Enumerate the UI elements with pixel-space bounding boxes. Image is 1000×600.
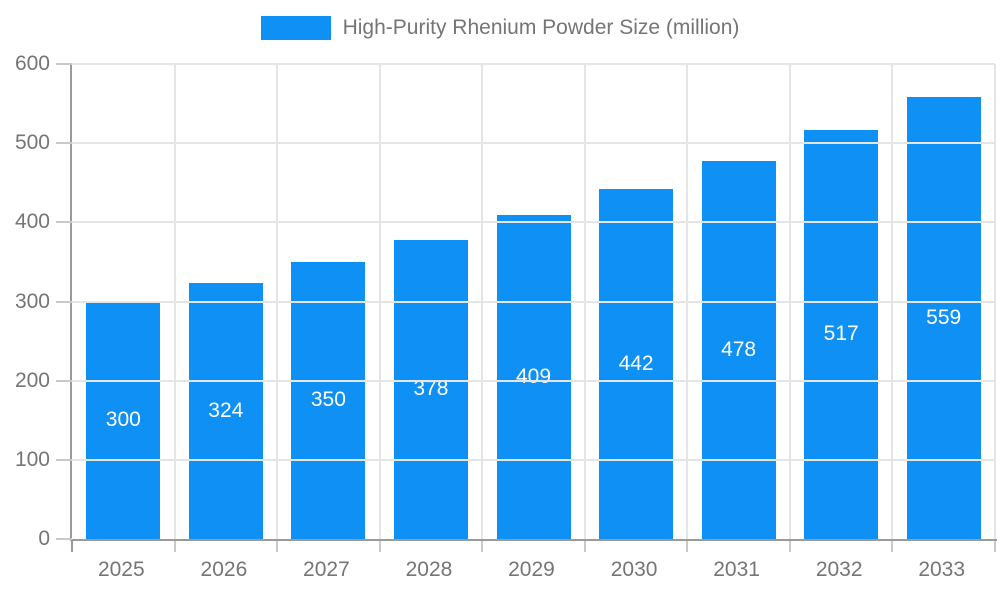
y-axis-tick-500 [56,142,72,145]
gridline-y-400 [72,221,995,224]
y-axis-label-0: 0 [38,527,50,550]
x-axis-tick-9 [994,541,996,552]
bar-2032[interactable]: 517 [804,129,879,539]
bar-2030[interactable]: 442 [599,189,674,539]
x-axis-label-2025: 2025 [97,558,145,581]
bar-2031[interactable]: 478 [701,160,776,539]
gridline-x-6 [686,64,689,539]
bar-2033[interactable]: 559 [906,96,981,539]
x-axis-label-2030: 2030 [610,558,658,581]
x-axis-tick-1 [173,541,176,552]
x-axis-tick-6 [686,541,689,552]
bar-value-label-2029: 409 [515,365,552,389]
bar-2026[interactable]: 324 [188,282,263,539]
gridline-x-9 [994,64,996,539]
legend-swatch-icon [260,16,331,40]
bar-2029[interactable]: 409 [496,215,571,539]
bar-value-label-2028: 378 [413,377,449,401]
y-axis-tick-100 [56,458,72,461]
gridline-y-200 [72,379,995,382]
legend-item[interactable]: High-Purity Rhenium Powder Size (million… [260,16,740,40]
y-axis-label-600: 600 [14,52,50,75]
y-axis-tick-300 [56,300,72,303]
gridline-x-4 [481,64,484,539]
gridline-x-2 [276,64,279,539]
x-axis-tick-8 [891,541,894,552]
bar-value-label-2027: 350 [310,388,346,412]
gridline-x-1 [173,64,176,539]
x-axis-label-2033: 2033 [918,558,966,581]
gridline-x-8 [891,64,894,539]
bar-value-label-2025: 300 [105,408,141,432]
x-axis-label-2029: 2029 [508,558,555,581]
x-axis-tick-2 [276,541,279,552]
y-axis-label-400: 400 [14,210,50,234]
x-axis-label-2026: 2026 [200,558,248,581]
bar-value-label-2033: 559 [926,305,962,329]
gridline-x-7 [788,64,791,539]
legend: High-Purity Rhenium Powder Size (million… [0,16,1000,40]
bar-2028[interactable]: 378 [393,239,468,539]
bar-2027[interactable]: 350 [291,261,366,539]
gridline-x-5 [583,64,586,539]
x-axis-tick-4 [481,541,484,552]
x-axis-tick-3 [378,541,381,552]
y-axis-tick-0 [56,538,72,540]
gridline-y-300 [72,300,995,303]
plot-area: 300 324 350 378 409 442 478 517 559 [70,64,997,541]
legend-label: High-Purity Rhenium Powder Size (million… [342,16,740,39]
bar-value-label-2026: 324 [208,398,244,422]
x-axis-label-2031: 2031 [713,558,760,581]
x-axis-label-2032: 2032 [815,558,863,581]
y-axis-label-100: 100 [14,447,50,471]
y-axis-label-500: 500 [14,131,50,155]
bar-value-label-2030: 442 [618,352,654,376]
x-axis-tick-0 [71,541,73,552]
gridline-y-100 [72,458,995,461]
x-axis-tick-5 [583,541,586,552]
y-axis-tick-200 [56,379,72,382]
bar-value-label-2032: 517 [823,322,859,346]
x-axis-label-2028: 2028 [405,558,453,581]
x-axis-tick-7 [788,541,791,552]
y-axis-label-300: 300 [14,289,50,313]
gridline-y-600 [72,63,995,65]
gridline-y-500 [72,142,995,145]
gridline-x-3 [378,64,381,539]
y-axis-label-200: 200 [14,368,50,392]
x-axis-label-2027: 2027 [303,558,350,581]
y-axis-tick-600 [56,63,72,65]
bar-value-label-2031: 478 [721,337,757,361]
bar-2025[interactable]: 300 [86,301,161,539]
y-axis-tick-400 [56,221,72,224]
